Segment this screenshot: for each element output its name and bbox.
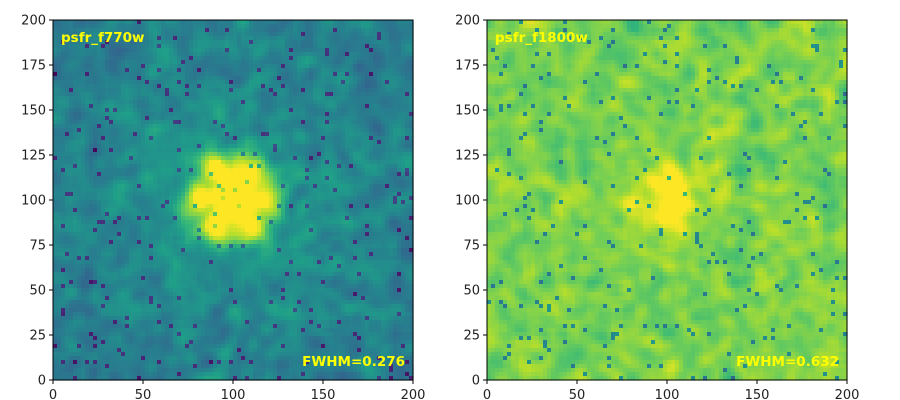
y-tick-label: 150 (455, 104, 480, 119)
y-tick-label: 0 (472, 374, 480, 389)
x-tick-label: 150 (745, 388, 770, 400)
panel-f1800w: 0 50 100 150 200 0 25 50 75 100 125 150 175 200 psfr_f… (455, 14, 859, 400)
x-tick-label: 200 (401, 388, 426, 400)
heatmap-image (487, 20, 848, 381)
x-tick-label: 50 (569, 388, 586, 400)
x-tick-label: 150 (311, 388, 336, 400)
y-tick-label: 175 (21, 59, 46, 74)
y-tick-label: 75 (463, 239, 480, 254)
y-tick-label: 25 (29, 329, 46, 344)
filter-label: psfr_f1800w (495, 30, 588, 46)
fwhm-label: FWHM=0.632 (736, 354, 839, 370)
y-tick-label: 50 (29, 284, 46, 299)
x-tick-label: 100 (655, 388, 680, 400)
x-tick-label: 50 (135, 388, 152, 400)
y-tick-label: 175 (455, 59, 480, 74)
heatmap-image (53, 20, 414, 381)
y-tick-label: 100 (21, 194, 46, 209)
y-tick-label: 0 (38, 374, 46, 389)
y-tick-label: 125 (455, 149, 480, 164)
x-tick-label: 200 (835, 388, 860, 400)
y-tick-label: 125 (21, 149, 46, 164)
y-tick-label: 50 (463, 284, 480, 299)
x-tick-label: 0 (483, 388, 491, 400)
y-tick-label: 200 (455, 14, 480, 29)
x-tick-label: 100 (221, 388, 246, 400)
y-tick-label: 100 (455, 194, 480, 209)
y-tick-label: 25 (463, 329, 480, 344)
x-tick-label: 0 (49, 388, 57, 400)
fwhm-label: FWHM=0.276 (302, 354, 405, 370)
y-tick-label: 150 (21, 104, 46, 119)
y-tick-label: 75 (29, 239, 46, 254)
filter-label: psfr_f770w (61, 30, 145, 46)
y-tick-label: 200 (21, 14, 46, 29)
panel-f770w: 0 50 100 150 200 0 25 50 75 100 125 150 175 200 psfr_f… (21, 14, 425, 400)
